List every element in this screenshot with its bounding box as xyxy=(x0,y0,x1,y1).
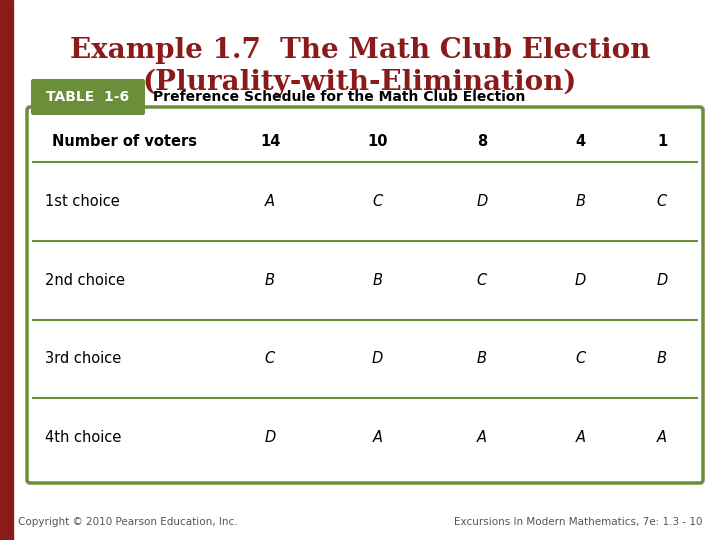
Text: C: C xyxy=(265,352,275,366)
Text: A: A xyxy=(575,430,585,445)
Text: Copyright © 2010 Pearson Education, Inc.: Copyright © 2010 Pearson Education, Inc. xyxy=(18,517,238,527)
Text: B: B xyxy=(575,194,585,209)
Text: C: C xyxy=(657,194,667,209)
Text: 3rd choice: 3rd choice xyxy=(45,352,121,366)
Text: A: A xyxy=(372,430,382,445)
Text: B: B xyxy=(265,273,275,288)
Text: 10: 10 xyxy=(367,134,388,149)
Text: D: D xyxy=(264,430,276,445)
Text: D: D xyxy=(575,273,586,288)
Text: TABLE  1-6: TABLE 1-6 xyxy=(46,90,130,104)
Text: Excursions In Modern Mathematics, 7e: 1.3 - 10: Excursions In Modern Mathematics, 7e: 1.… xyxy=(454,517,702,527)
Bar xyxy=(0,0,13,540)
Text: C: C xyxy=(477,273,487,288)
Text: (Plurality-with-Elimination): (Plurality-with-Elimination) xyxy=(143,69,577,96)
Text: 4th choice: 4th choice xyxy=(45,430,122,445)
Text: Preference Schedule for the Math Club Election: Preference Schedule for the Math Club El… xyxy=(153,90,526,104)
Text: Number of voters: Number of voters xyxy=(52,134,197,149)
Text: A: A xyxy=(477,430,487,445)
FancyBboxPatch shape xyxy=(31,79,145,115)
Text: 4: 4 xyxy=(575,134,585,149)
Text: D: D xyxy=(372,352,383,366)
Text: A: A xyxy=(265,194,275,209)
FancyBboxPatch shape xyxy=(27,107,703,483)
Text: B: B xyxy=(657,352,667,366)
Text: 2nd choice: 2nd choice xyxy=(45,273,125,288)
Text: B: B xyxy=(477,352,487,366)
Text: Example 1.7  The Math Club Election: Example 1.7 The Math Club Election xyxy=(70,37,650,64)
Text: 8: 8 xyxy=(477,134,487,149)
Text: 1st choice: 1st choice xyxy=(45,194,120,209)
Text: D: D xyxy=(657,273,667,288)
Text: D: D xyxy=(477,194,487,209)
Text: 1: 1 xyxy=(657,134,667,149)
Text: A: A xyxy=(657,430,667,445)
Text: B: B xyxy=(372,273,382,288)
Text: 14: 14 xyxy=(260,134,280,149)
Text: C: C xyxy=(575,352,585,366)
Text: C: C xyxy=(372,194,382,209)
